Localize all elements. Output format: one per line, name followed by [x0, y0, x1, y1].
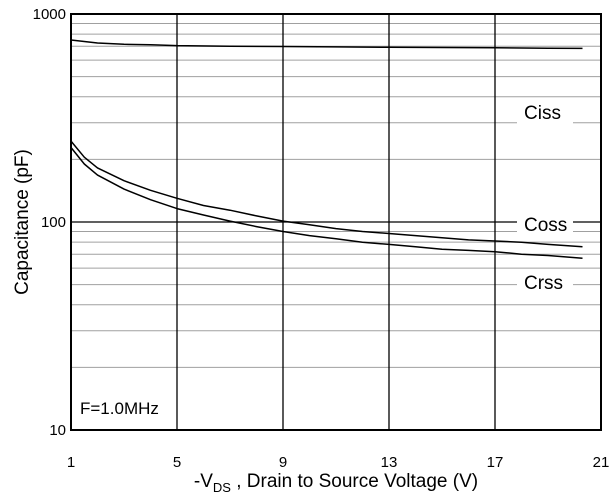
x-axis-label-subscript: DS [213, 480, 231, 494]
x-tick-label: 21 [593, 454, 610, 471]
x-tick-label: 5 [173, 454, 181, 471]
y-tick-label: 100 [41, 214, 66, 231]
series-curves [70, 39, 583, 259]
x-axis-label: -VDS , Drain to Source Voltage (V) [194, 471, 478, 494]
series-line-crss [70, 147, 583, 259]
x-axis-label-prefix: -V [194, 471, 213, 492]
x-tick-label: 1 [67, 454, 75, 471]
plot-frame [70, 13, 602, 431]
x-axis-label-suffix: , Drain to Source Voltage (V) [231, 471, 478, 492]
x-tick-label: 13 [381, 454, 398, 471]
series-label-bg-coss [517, 212, 573, 236]
series-label-bg-ciss [517, 100, 573, 124]
series-label-coss: Coss [524, 215, 567, 236]
series-line-coss [70, 140, 583, 248]
series-label-bg-crss [517, 270, 573, 294]
y-tick-label: 10 [49, 422, 66, 439]
x-tick-label: 9 [279, 454, 287, 471]
x-tick-label: 17 [487, 454, 504, 471]
series-label-crss: Crss [524, 273, 563, 294]
tick-labels: 1 5 9 13 17 21 10 100 1000 [33, 6, 610, 471]
y-tick-label: 1000 [33, 6, 66, 23]
series-labels: Ciss Coss Crss [524, 103, 567, 294]
y-axis-label: Capacitance (pF) [12, 149, 33, 295]
series-label-ciss: Ciss [524, 103, 561, 124]
series-line-ciss [70, 39, 583, 50]
label-backgrounds [517, 100, 573, 294]
frequency-annotation: F=1.0MHz [80, 399, 159, 418]
